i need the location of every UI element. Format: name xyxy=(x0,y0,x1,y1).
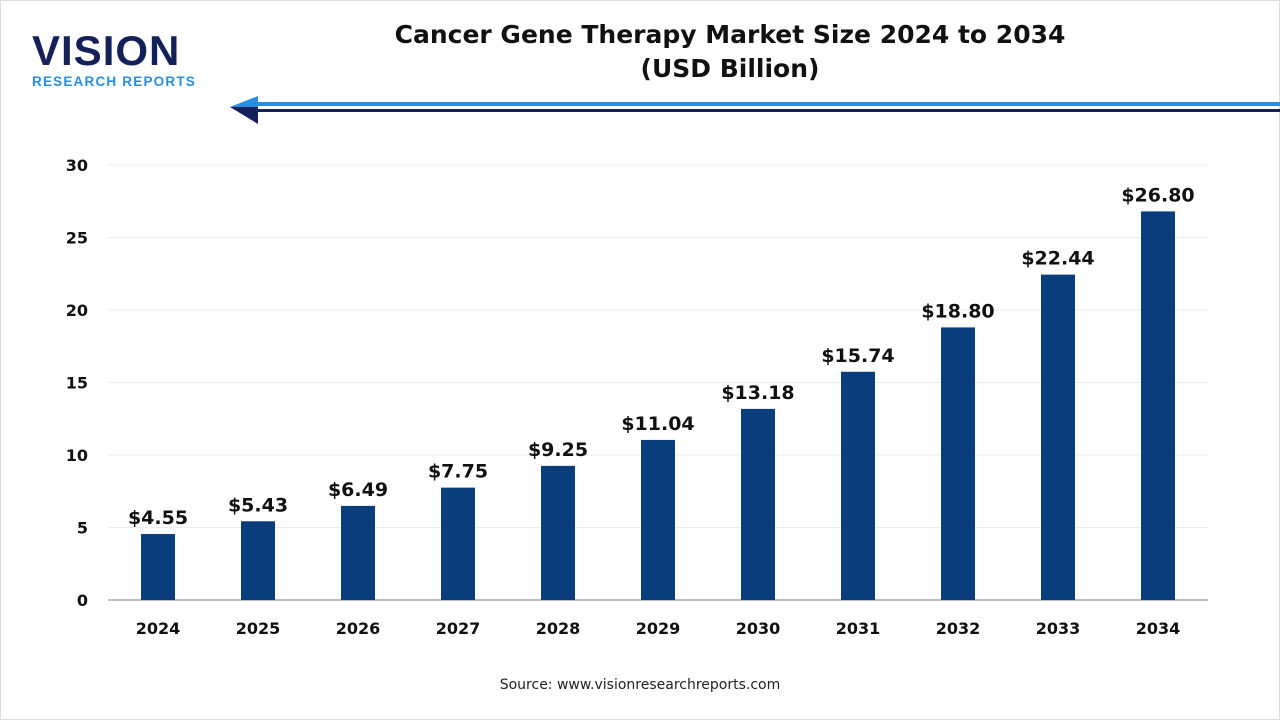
bar-2029 xyxy=(641,439,675,600)
x-tick-label: 2032 xyxy=(936,619,981,638)
x-tick-label: 2029 xyxy=(636,619,681,638)
x-tick-label: 2025 xyxy=(236,619,281,638)
bar-2028 xyxy=(541,465,575,600)
x-tick-label: 2026 xyxy=(336,619,381,638)
bar-2026 xyxy=(341,505,375,600)
bar-2033 xyxy=(1041,274,1075,600)
bar-2024 xyxy=(141,534,175,600)
source-note: Source: www.visionresearchreports.com xyxy=(499,677,781,693)
x-tick-label: 2030 xyxy=(736,619,781,638)
data-label: $18.80 xyxy=(921,300,994,322)
bar-2031 xyxy=(841,371,875,600)
bar-2025 xyxy=(241,521,275,600)
data-label: $4.55 xyxy=(128,507,188,529)
bar-2034 xyxy=(1141,211,1175,600)
chart-title: Cancer Gene Therapy Market Size 2024 to … xyxy=(330,18,1130,86)
y-tick-label: 30 xyxy=(66,156,88,175)
logo-main: VISION xyxy=(32,27,181,74)
data-label: $11.04 xyxy=(621,413,694,435)
data-label: $13.18 xyxy=(721,382,794,404)
data-label: $15.74 xyxy=(821,345,894,367)
y-tick-label: 15 xyxy=(66,374,88,393)
y-tick-label: 10 xyxy=(66,446,88,465)
x-tick-label: 2034 xyxy=(1136,619,1181,638)
x-tick-label: 2031 xyxy=(836,619,881,638)
logo: VISION RESEARCH REPORTS xyxy=(32,27,196,90)
data-label: $6.49 xyxy=(328,479,388,501)
bar-2032 xyxy=(941,327,975,600)
chart-title-main: Cancer Gene Therapy Market Size 2024 to … xyxy=(394,20,1066,49)
header-arrow-icon xyxy=(230,96,1280,124)
y-tick-label: 0 xyxy=(77,591,88,610)
data-label: $26.80 xyxy=(1121,184,1194,206)
x-tick-label: 2033 xyxy=(1036,619,1081,638)
y-tick-label: 25 xyxy=(66,229,88,248)
logo-sub: RESEARCH REPORTS xyxy=(32,74,196,89)
y-tick-label: 20 xyxy=(66,301,88,320)
x-tick-label: 2028 xyxy=(536,619,581,638)
data-label: $7.75 xyxy=(428,461,488,483)
data-label: $9.25 xyxy=(528,439,588,461)
data-label: $22.44 xyxy=(1021,248,1094,270)
y-tick-label: 5 xyxy=(77,519,88,538)
bar-2027 xyxy=(441,487,475,600)
data-label: $5.43 xyxy=(228,494,288,516)
x-tick-label: 2027 xyxy=(436,619,481,638)
bar-2030 xyxy=(741,408,775,600)
x-tick-label: 2024 xyxy=(136,619,181,638)
chart-subtitle: (USD Billion) xyxy=(640,54,820,83)
